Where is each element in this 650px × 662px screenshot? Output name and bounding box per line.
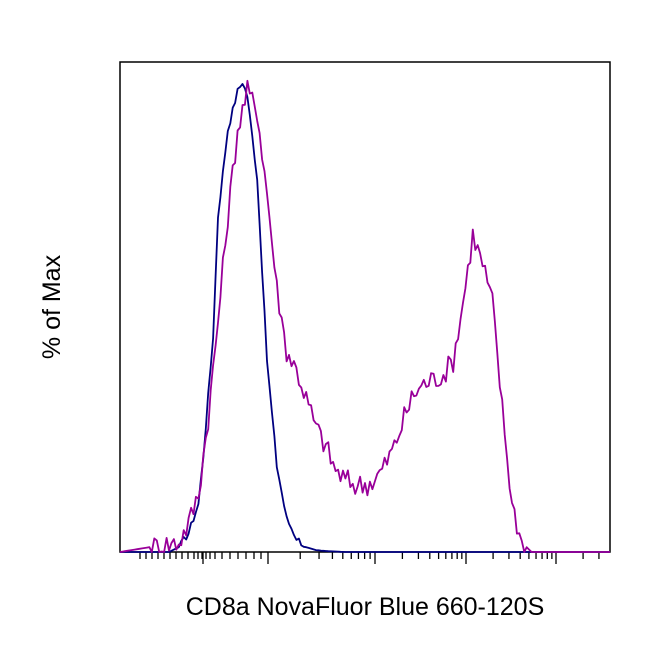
series-line-1 xyxy=(120,83,610,553)
x-axis-label: CD8a NovaFluor Blue 660-120S xyxy=(186,593,545,621)
plot-frame xyxy=(119,61,611,553)
y-axis-label: % of Max xyxy=(38,254,66,359)
series-line-2 xyxy=(119,79,610,553)
series-layer xyxy=(119,79,610,553)
x-axis-ticks xyxy=(139,552,600,564)
